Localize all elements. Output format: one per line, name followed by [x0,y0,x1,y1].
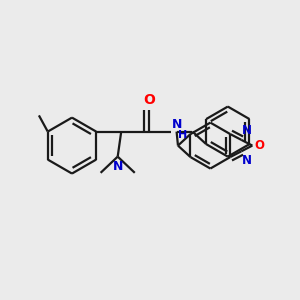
Text: N: N [112,160,123,172]
Text: N: N [242,154,252,167]
Text: O: O [143,93,155,107]
Text: H: H [178,130,187,140]
Text: N: N [172,118,182,131]
Text: O: O [255,139,265,152]
Text: N: N [242,124,252,137]
